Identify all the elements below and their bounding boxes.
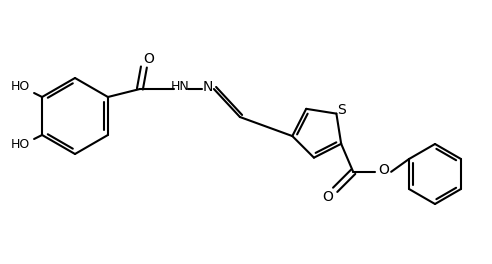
Text: HO: HO xyxy=(10,139,30,152)
Text: O: O xyxy=(144,52,154,66)
Text: O: O xyxy=(379,163,390,177)
Text: N: N xyxy=(203,80,213,94)
Text: O: O xyxy=(323,190,334,204)
Text: HO: HO xyxy=(10,81,30,93)
Text: HN: HN xyxy=(171,81,189,93)
Text: S: S xyxy=(337,103,346,117)
